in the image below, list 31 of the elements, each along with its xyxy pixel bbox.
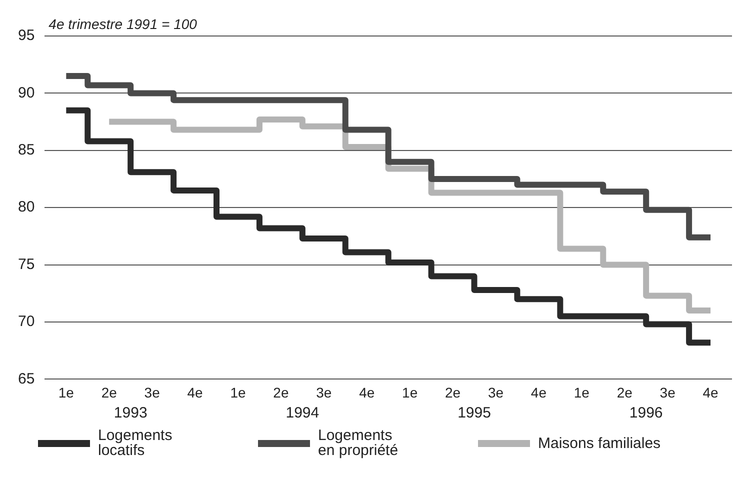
- x-tick-label: 1e: [230, 384, 246, 400]
- y-axis-title: 4e trimestre 1991 = 100: [48, 16, 198, 32]
- y-tick-label: 80: [18, 198, 35, 216]
- text: 1995: [458, 404, 491, 422]
- text: 1994: [286, 404, 320, 422]
- y-tick-label: 65: [18, 370, 35, 388]
- x-tick-label: 1e: [574, 384, 590, 400]
- text: 1996: [629, 404, 663, 422]
- x-tick-label: 1e: [402, 384, 418, 400]
- x-tick-label: 4e: [187, 384, 204, 400]
- text: 1993: [114, 404, 148, 422]
- x-tick-label: 3e: [144, 384, 160, 400]
- x-tick-label: 3e: [488, 384, 504, 400]
- x-tick-label: 3e: [316, 384, 332, 400]
- x-tick-label: 4e: [702, 384, 719, 400]
- legend-label: Maisons familiales: [538, 434, 662, 452]
- x-tick-label: 3e: [660, 384, 676, 400]
- x-tick-label: 1e: [58, 384, 74, 400]
- y-tick-label: 90: [18, 84, 35, 102]
- y-tick-label: 85: [18, 142, 35, 159]
- x-tick-label: 2e: [444, 384, 461, 400]
- x-tick-label: 2e: [616, 384, 633, 400]
- y-tick-label: 70: [18, 313, 35, 330]
- legend-label: Logements locatifs: [98, 427, 174, 459]
- y-tick-label: 75: [18, 256, 35, 273]
- y-tick-label: 95: [18, 27, 35, 44]
- x-tick-label: 4e: [359, 384, 375, 400]
- legend-label: Logements en propriété: [318, 427, 400, 459]
- x-tick-label: 2e: [101, 384, 118, 400]
- x-tick-label: 4e: [530, 384, 547, 400]
- x-tick-label: 2e: [273, 384, 289, 400]
